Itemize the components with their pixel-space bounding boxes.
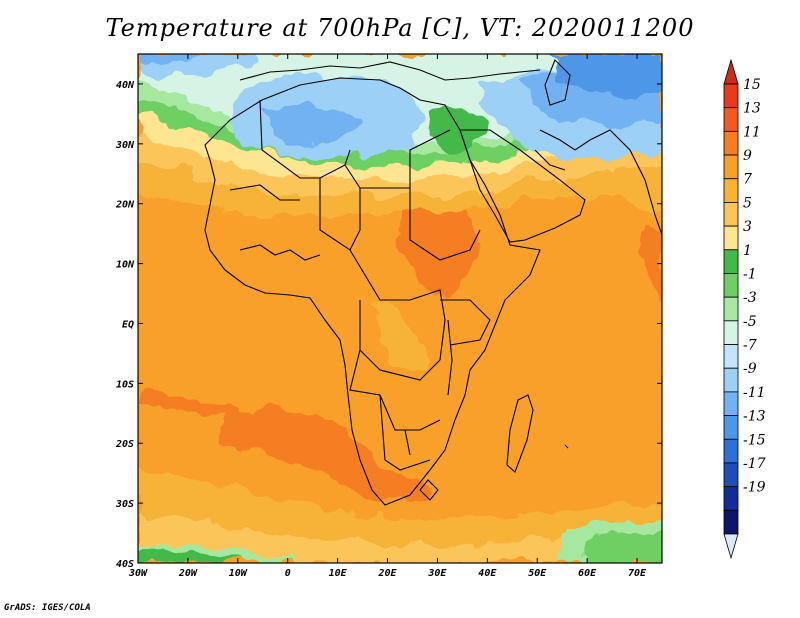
colorbar-label: -11 xyxy=(743,385,766,401)
colorbar-swatch xyxy=(723,225,739,251)
colorbar-swatch xyxy=(723,438,739,464)
colorbar-swatch xyxy=(723,154,739,180)
lat-tick-label: 30S xyxy=(115,499,134,510)
coastlines xyxy=(204,59,662,506)
colorbar-label: 11 xyxy=(743,124,761,140)
lon-tick-label: 20W xyxy=(178,568,198,579)
footer-credit: GrADS: IGES/COLA xyxy=(4,603,91,613)
lat-tick-label: EQ xyxy=(122,319,134,330)
lon-tick-label: 70E xyxy=(628,568,647,579)
temperature-field xyxy=(138,54,662,563)
colorbar-label: 5 xyxy=(743,195,752,211)
colorbar-swatch xyxy=(723,296,739,322)
colorbar-label: -13 xyxy=(743,409,766,425)
colorbar-label: 13 xyxy=(743,101,761,117)
page-title: Temperature at 700hPa [C], VT: 202001120… xyxy=(105,14,695,42)
colorbar-swatch xyxy=(723,249,739,274)
lon-tick-label: 40E xyxy=(478,568,497,579)
colorbar-swatch xyxy=(723,320,739,345)
colorbar-label: -17 xyxy=(743,456,766,472)
latitude-axis: 40N 30N 20N 10N EQ 10S 20S 30S 40S xyxy=(115,80,662,570)
lat-tick-label: 40S xyxy=(116,559,134,570)
colorbar-label: -3 xyxy=(743,290,757,306)
lon-tick-label: 20E xyxy=(377,568,397,579)
lat-tick-label: 30N xyxy=(115,140,135,151)
lat-tick-label: 20N xyxy=(115,200,135,211)
colorbar-swatch xyxy=(723,509,739,535)
colorbar-label: -9 xyxy=(743,361,757,377)
colorbar-swatch xyxy=(723,486,739,511)
colorbar-label: 1 xyxy=(743,243,752,259)
colorbar-swatch xyxy=(723,344,739,369)
lon-tick-label: 60E xyxy=(578,568,597,579)
colorbar-label: -7 xyxy=(743,338,757,354)
lon-tick-label: 10W xyxy=(229,568,248,579)
colorbar-label: -15 xyxy=(743,432,766,448)
colorbar-label: 15 xyxy=(743,77,761,93)
colorbar-top-arrow xyxy=(723,58,739,85)
colorbar-swatch xyxy=(723,273,739,298)
colorbar-swatch xyxy=(723,178,739,203)
colorbar-bottom-arrow xyxy=(723,533,739,560)
colorbar-swatch xyxy=(723,367,739,393)
lon-tick-label: 50E xyxy=(528,568,547,579)
colorbar-label: -19 xyxy=(743,480,766,496)
map-frame xyxy=(137,53,663,564)
lon-tick-label: 10E xyxy=(329,568,348,579)
colorbar-swatch xyxy=(723,107,739,132)
colorbar-label: -1 xyxy=(743,266,757,282)
lat-tick-label: 40N xyxy=(116,80,135,91)
colorbar-swatch xyxy=(723,202,739,227)
colorbar-label: 7 xyxy=(743,172,752,188)
colorbar-swatch xyxy=(723,415,739,440)
colorbar-label: 3 xyxy=(743,219,752,235)
colorbar-swatch xyxy=(723,391,739,416)
lat-tick-label: 10S xyxy=(116,379,134,390)
colorbar-label: -5 xyxy=(743,314,757,330)
colorbar-swatch xyxy=(723,83,739,109)
colorbar-swatch xyxy=(723,130,739,156)
longitude-axis: 30W 20W 10W 0 10E 20E 30E 40E 50E 60E 70E xyxy=(128,54,647,579)
lat-tick-label: 20S xyxy=(115,439,134,450)
colorbar: 15 13 11 9 7 5 3 1 -1 -3 -5 -7 -9 -11 -13 -15 -17 -19 xyxy=(723,58,766,560)
lon-tick-label: 30W xyxy=(128,568,148,579)
lat-tick-label: 10N xyxy=(116,260,135,271)
colorbar-swatch xyxy=(723,462,739,488)
colorbar-label: 9 xyxy=(743,148,752,164)
lon-tick-label: 0 xyxy=(285,568,291,579)
lon-tick-label: 30E xyxy=(427,568,447,579)
